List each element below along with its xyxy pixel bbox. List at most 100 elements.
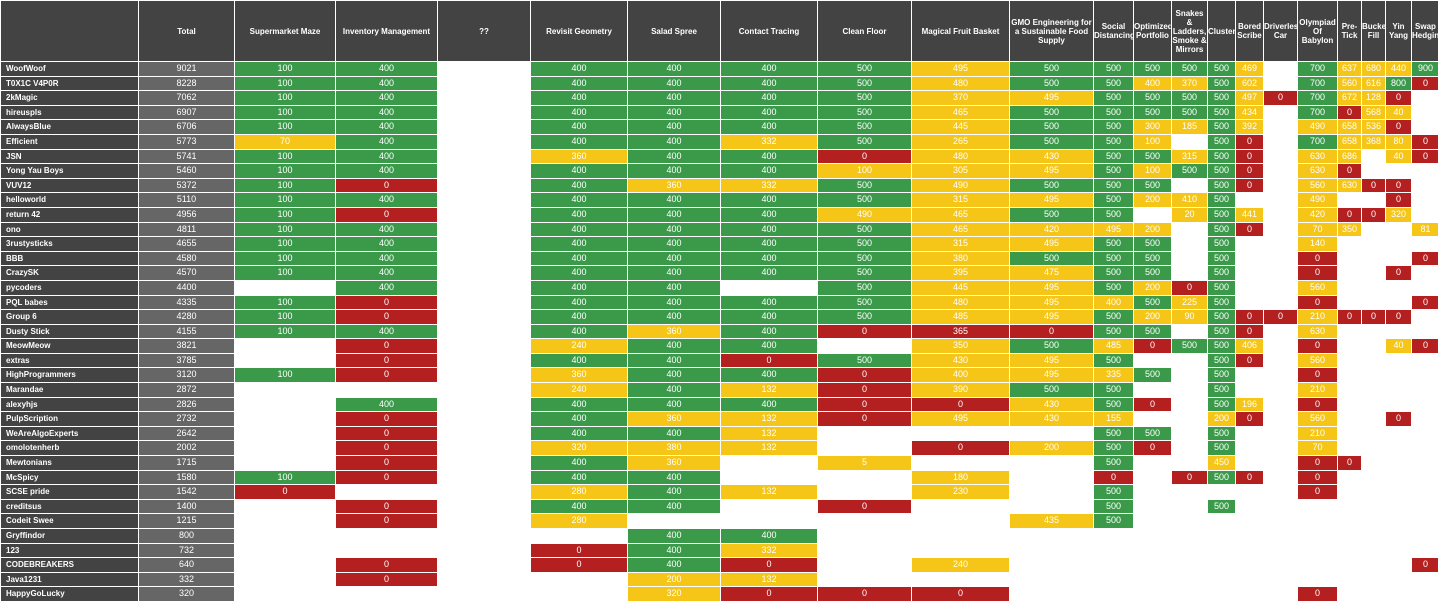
- score-cell: 400: [530, 425, 628, 442]
- score-cell: 400: [530, 192, 628, 208]
- score-cell: [1235, 484, 1264, 500]
- score-cell: 400: [720, 309, 818, 325]
- score-cell: [1171, 557, 1208, 573]
- score-cell: 560: [1297, 279, 1338, 296]
- score-cell: 360: [627, 177, 721, 194]
- team-name: BBB: [0, 250, 139, 267]
- table-row: T0X1C V4P0R 8228 100 400 400 400 400 500 480 500 5…: [0, 75, 1438, 92]
- score-cell: 400: [335, 163, 438, 179]
- column-header[interactable]: ??: [437, 0, 531, 62]
- total-score: 4811: [138, 221, 235, 238]
- score-cell: [234, 440, 336, 457]
- column-header[interactable]: Inventory Management: [335, 0, 438, 62]
- score-cell: 100: [234, 236, 336, 252]
- total-score: 800: [138, 528, 235, 544]
- score-cell: [437, 265, 531, 281]
- score-cell: 400: [627, 469, 721, 486]
- score-cell: 0: [1297, 469, 1338, 486]
- column-header[interactable]: Total: [138, 0, 235, 62]
- score-cell: [1297, 528, 1338, 544]
- score-cell: 400: [335, 323, 438, 340]
- column-header[interactable]: Social Distancing: [1093, 0, 1134, 62]
- score-cell: 658: [1337, 133, 1362, 150]
- score-cell: 560: [1337, 75, 1362, 92]
- score-cell: 560: [1297, 411, 1338, 427]
- column-header[interactable]: Pre-Tick: [1337, 0, 1362, 62]
- column-header[interactable]: Olympiad Of Babylon: [1297, 0, 1338, 62]
- score-cell: 445: [911, 119, 1010, 135]
- score-cell: 40: [1385, 104, 1412, 121]
- score-cell: 400: [530, 250, 628, 267]
- score-cell: 400: [627, 148, 721, 165]
- score-cell: [1411, 163, 1438, 179]
- score-cell: [1411, 498, 1438, 515]
- column-header[interactable]: Optimized Portfolio: [1133, 0, 1172, 62]
- score-cell: [1263, 498, 1298, 515]
- column-header[interactable]: Bucket Fill: [1361, 0, 1386, 62]
- score-cell: 500: [1133, 148, 1172, 165]
- column-header[interactable]: Clean Floor: [817, 0, 912, 62]
- score-cell: 500: [1207, 265, 1236, 281]
- score-cell: [437, 382, 531, 398]
- column-header[interactable]: Salad Spree: [627, 0, 721, 62]
- score-cell: 0: [335, 206, 438, 223]
- team-name: return 42: [0, 206, 139, 223]
- score-cell: [1411, 469, 1438, 486]
- score-cell: [911, 528, 1010, 544]
- column-header[interactable]: Contact Tracing: [720, 0, 818, 62]
- column-header[interactable]: Revisit Geometry: [530, 0, 628, 62]
- score-cell: 500: [1207, 177, 1236, 194]
- total-score: 4400: [138, 279, 235, 296]
- score-cell: 0: [720, 352, 818, 369]
- score-cell: 400: [627, 498, 721, 515]
- column-header[interactable]: Magical Fruit Basket: [911, 0, 1010, 62]
- score-cell: 90: [1171, 309, 1208, 325]
- score-cell: 0: [530, 557, 628, 573]
- score-cell: [234, 382, 336, 398]
- score-cell: 400: [335, 236, 438, 252]
- score-cell: [1171, 513, 1208, 529]
- score-cell: 500: [1207, 440, 1236, 457]
- score-cell: [1361, 557, 1386, 573]
- column-header[interactable]: Cluster: [1207, 0, 1236, 62]
- column-header[interactable]: GMO Engineering for a Sustainable Food S…: [1009, 0, 1094, 62]
- score-cell: 0: [911, 396, 1010, 413]
- score-cell: 200: [1133, 309, 1172, 325]
- score-cell: 360: [627, 323, 721, 340]
- team-name: HappyGoLucky: [0, 586, 139, 602]
- score-cell: [1385, 498, 1412, 515]
- table-row: ono 4811 100 400 400 400 400 500 465 420 495 200 500…: [0, 221, 1438, 238]
- score-cell: 500: [1009, 250, 1094, 267]
- score-cell: 0: [1361, 177, 1386, 194]
- score-cell: [1411, 206, 1438, 223]
- table-row: extras 3785 0 400 400 0 500 430 495 500 500 0 560: [0, 352, 1438, 369]
- score-cell: [1235, 557, 1264, 573]
- score-cell: 0: [335, 469, 438, 486]
- score-cell: [437, 236, 531, 252]
- column-header[interactable]: Snakes & Ladders, Smoke & Mirrors: [1171, 0, 1208, 62]
- score-cell: [1235, 294, 1264, 311]
- column-header[interactable]: Bored Scribe: [1235, 0, 1264, 62]
- column-header[interactable]: Supermarket Maze: [234, 0, 336, 62]
- score-cell: [1385, 571, 1412, 588]
- score-cell: 500: [817, 279, 912, 296]
- score-cell: 400: [720, 163, 818, 179]
- score-cell: 210: [1297, 382, 1338, 398]
- column-header[interactable]: Swap Hedging: [1411, 0, 1438, 62]
- score-cell: 500: [1133, 177, 1172, 194]
- score-cell: [1263, 484, 1298, 500]
- score-cell: [1297, 557, 1338, 573]
- score-cell: [817, 542, 912, 559]
- score-cell: 500: [1093, 206, 1134, 223]
- score-cell: [1263, 177, 1298, 194]
- score-cell: [911, 571, 1010, 588]
- table-row: return 42 4956 100 0 400 400 400 490 465 500 500 20…: [0, 206, 1438, 223]
- score-cell: [1361, 294, 1386, 311]
- score-cell: 400: [530, 90, 628, 106]
- score-cell: 410: [1171, 192, 1208, 208]
- score-cell: 0: [335, 557, 438, 573]
- score-cell: 0: [1297, 250, 1338, 267]
- score-cell: 400: [530, 236, 628, 252]
- column-header[interactable]: Yin Yang: [1385, 0, 1412, 62]
- column-header[interactable]: Driverless Car: [1263, 0, 1298, 62]
